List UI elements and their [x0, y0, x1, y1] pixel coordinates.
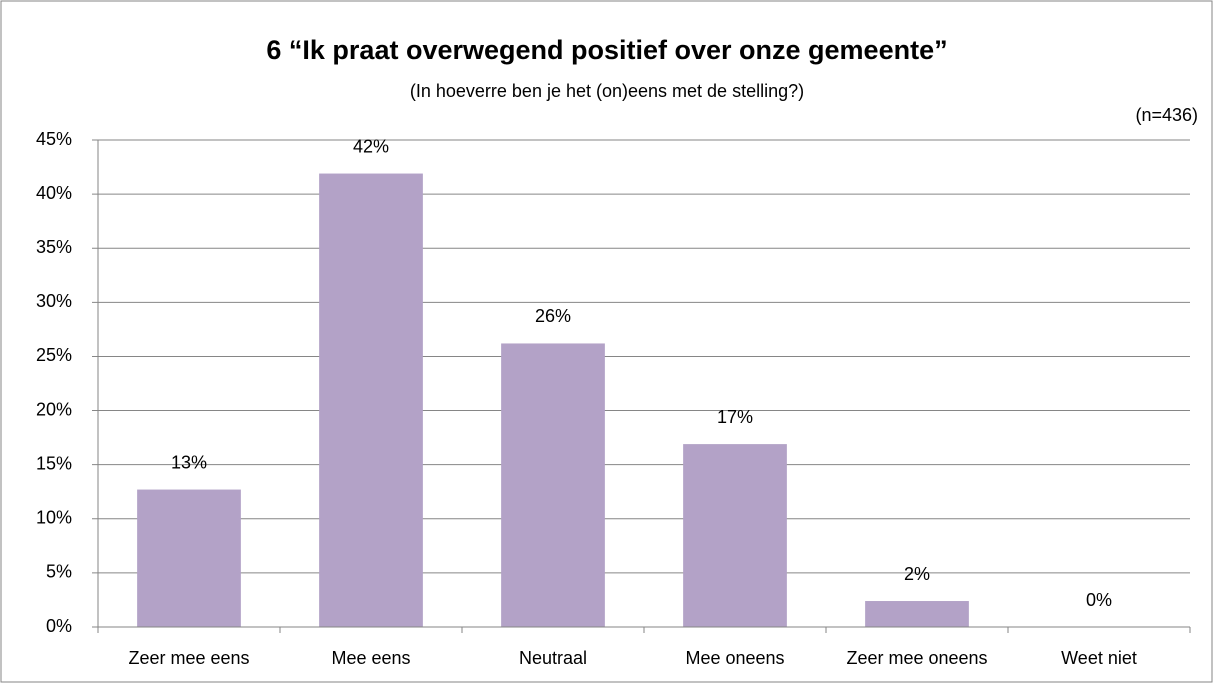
x-tick-label: Neutraal — [519, 648, 587, 668]
x-tick-label: Mee oneens — [685, 648, 784, 668]
y-tick-label: 35% — [36, 237, 72, 257]
x-tick-label: Zeer mee oneens — [846, 648, 987, 668]
data-label: 13% — [171, 452, 207, 472]
y-tick-label: 20% — [36, 399, 72, 419]
bar — [865, 601, 969, 627]
data-label: 17% — [717, 407, 753, 427]
bar — [683, 444, 787, 627]
y-tick-label: 5% — [46, 562, 72, 582]
y-tick-label: 25% — [36, 345, 72, 365]
bar — [137, 489, 241, 627]
y-tick-label: 30% — [36, 291, 72, 311]
x-tick-label: Zeer mee eens — [128, 648, 249, 668]
y-tick-label: 45% — [36, 129, 72, 149]
annotation: (n=436) — [1135, 105, 1198, 125]
bar — [501, 343, 605, 627]
data-label: 2% — [904, 564, 930, 584]
x-tick-label: Weet niet — [1061, 648, 1137, 668]
data-label: 42% — [353, 136, 389, 156]
y-tick-label: 0% — [46, 616, 72, 636]
data-label: 0% — [1086, 590, 1112, 610]
y-tick-label: 15% — [36, 453, 72, 473]
y-tick-label: 10% — [36, 508, 72, 528]
chart-title: 6 “Ik praat overwegend positief over onz… — [266, 35, 947, 65]
data-label: 26% — [535, 306, 571, 326]
y-tick-label: 40% — [36, 183, 72, 203]
chart-subtitle: (In hoeverre ben je het (on)eens met de … — [410, 81, 804, 101]
x-tick-label: Mee eens — [331, 648, 410, 668]
bar — [319, 173, 423, 627]
